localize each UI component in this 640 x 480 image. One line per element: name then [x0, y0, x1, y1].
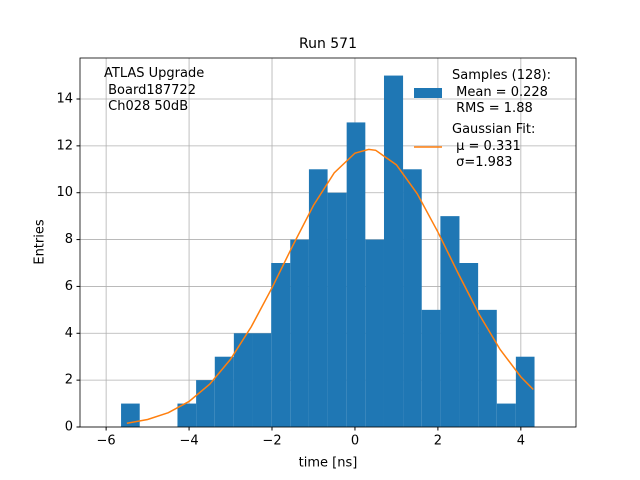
y-tick-label: 4	[65, 326, 73, 341]
annotation: ATLAS Upgrade Board187722 Ch028 50dB	[104, 66, 205, 114]
y-tick-label: 14	[56, 92, 73, 107]
chart-title: Run 571	[299, 36, 357, 52]
y-tick-label: 10	[56, 185, 73, 200]
histogram-bar	[327, 192, 347, 427]
histogram-bar	[478, 309, 497, 427]
histogram-bar	[496, 403, 516, 427]
histogram-bar	[214, 356, 234, 427]
histogram-bar	[308, 169, 328, 428]
histogram-bar	[121, 403, 140, 427]
legend-label: Samples (128): Mean = 0.228 RMS = 1.88	[452, 68, 551, 116]
histogram-bar	[459, 263, 479, 427]
y-tick-label: 6	[65, 279, 73, 294]
plot-data	[121, 75, 535, 428]
y-axis-label: Entries	[33, 219, 48, 265]
y-tick-label: 2	[65, 373, 73, 388]
histogram-bar	[233, 333, 253, 427]
y-tick-label: 8	[65, 232, 73, 247]
histogram-bar	[290, 239, 309, 427]
x-tick-label: −4	[179, 434, 198, 449]
histogram-bar	[440, 216, 460, 427]
histogram-bar	[365, 239, 384, 427]
histogram-bar	[515, 356, 535, 427]
x-tick-label: −6	[97, 434, 116, 449]
histogram-bar	[252, 333, 272, 427]
legend-swatch	[414, 88, 442, 98]
histogram-bar	[403, 169, 422, 428]
histogram-bar	[271, 263, 291, 427]
histogram-bar	[421, 309, 441, 427]
histogram-bar	[383, 75, 404, 428]
histogram-bar	[346, 122, 366, 427]
histogram-bar	[177, 403, 197, 427]
plot-frame	[79, 57, 577, 428]
y-tick-label: 0	[65, 420, 73, 435]
x-tick-label: −2	[262, 434, 281, 449]
fit-line	[126, 148, 534, 424]
y-tick-label: 12	[56, 138, 73, 153]
x-tick-label: 4	[517, 434, 525, 449]
legend-label: Gaussian Fit: μ = 0.331 σ=1.983	[452, 122, 536, 170]
x-tick-label: 2	[434, 434, 442, 449]
x-axis-label: time [ns]	[299, 456, 358, 471]
x-tick-label: 0	[351, 434, 359, 449]
